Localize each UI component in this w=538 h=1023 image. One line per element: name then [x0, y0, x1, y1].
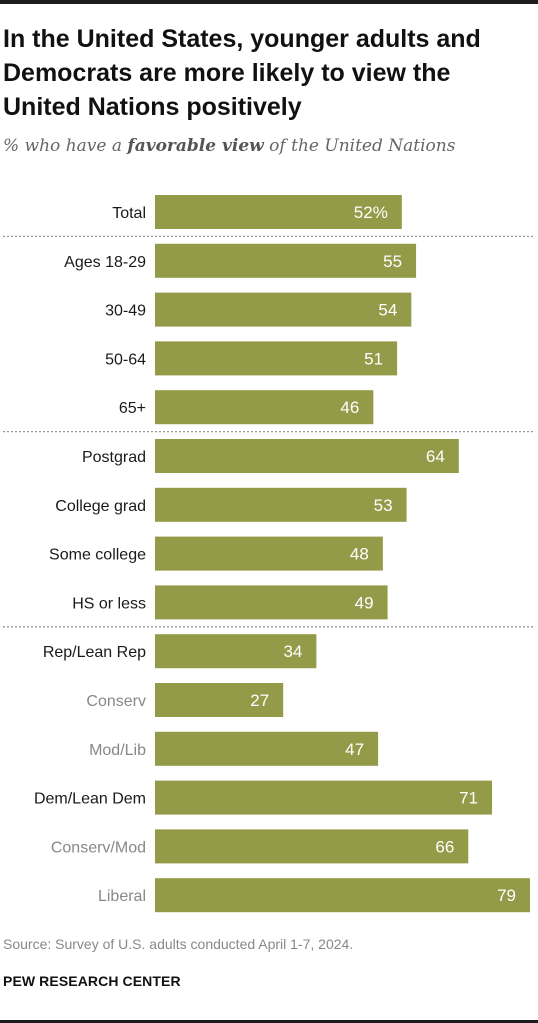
value-label: 55: [383, 252, 402, 271]
bar: [155, 243, 417, 278]
brand-logo: PEW RESEARCH CENTER: [3, 973, 181, 989]
bar: [155, 341, 398, 376]
category-label: 30-49: [105, 303, 146, 320]
value-label: 79: [497, 886, 516, 905]
bar: [155, 390, 374, 425]
value-label: 27: [250, 691, 269, 710]
bar: [155, 780, 493, 815]
category-label: HS or less: [72, 595, 146, 612]
category-label: Rep/Lean Rep: [43, 644, 146, 661]
category-label: Conserv: [86, 693, 146, 710]
bar: [155, 585, 388, 620]
value-label: 52%: [354, 203, 388, 222]
bar: [155, 634, 317, 669]
category-label: Postgrad: [82, 449, 146, 466]
bar: [155, 439, 459, 473]
chart-title: In the United States, younger adults and…: [3, 25, 481, 121]
category-label: Conserv/Mod: [51, 839, 146, 856]
value-label: 48: [350, 545, 369, 564]
bar: [155, 878, 530, 913]
value-label: 46: [340, 398, 359, 417]
subtitle-emphasis: favorable view: [127, 136, 264, 156]
category-label: Total: [112, 205, 146, 222]
category-label: 50-64: [105, 351, 146, 368]
category-label: Ages 18-29: [64, 254, 146, 271]
value-label: 53: [374, 496, 393, 515]
category-label: Liberal: [98, 888, 146, 905]
value-label: 47: [345, 740, 364, 759]
value-label: 64: [426, 447, 445, 466]
bar: [155, 195, 402, 229]
value-label: 51: [364, 349, 383, 368]
bar: [155, 292, 412, 327]
bar: [155, 487, 407, 522]
bar: [155, 683, 284, 717]
bar: [155, 536, 383, 571]
chart-subtitle: % who have a favorable view of the Unite…: [3, 136, 455, 156]
category-label: 65+: [119, 400, 146, 417]
source-note: Source: Survey of U.S. adults conducted …: [3, 936, 354, 952]
top-rule: [0, 0, 538, 4]
category-label: Dem/Lean Dem: [34, 791, 146, 808]
value-label: 54: [378, 301, 397, 320]
bar-chart: Total 52% Ages 18-29 55 30-49 54 50-64 51 65+ 46 P…: [3, 195, 535, 913]
category-label: Mod/Lib: [89, 742, 146, 759]
bottom-rule: [0, 1020, 538, 1023]
category-label: Some college: [49, 547, 146, 564]
subtitle-suffix: of the United Nations: [263, 136, 456, 156]
value-label: 34: [283, 642, 302, 661]
bar: [155, 829, 469, 864]
subtitle-prefix: % who have a: [3, 136, 128, 156]
category-label: College grad: [55, 498, 146, 515]
value-label: 49: [355, 593, 374, 612]
bar: [155, 731, 379, 766]
value-label: 71: [459, 789, 478, 808]
value-label: 66: [435, 837, 454, 856]
